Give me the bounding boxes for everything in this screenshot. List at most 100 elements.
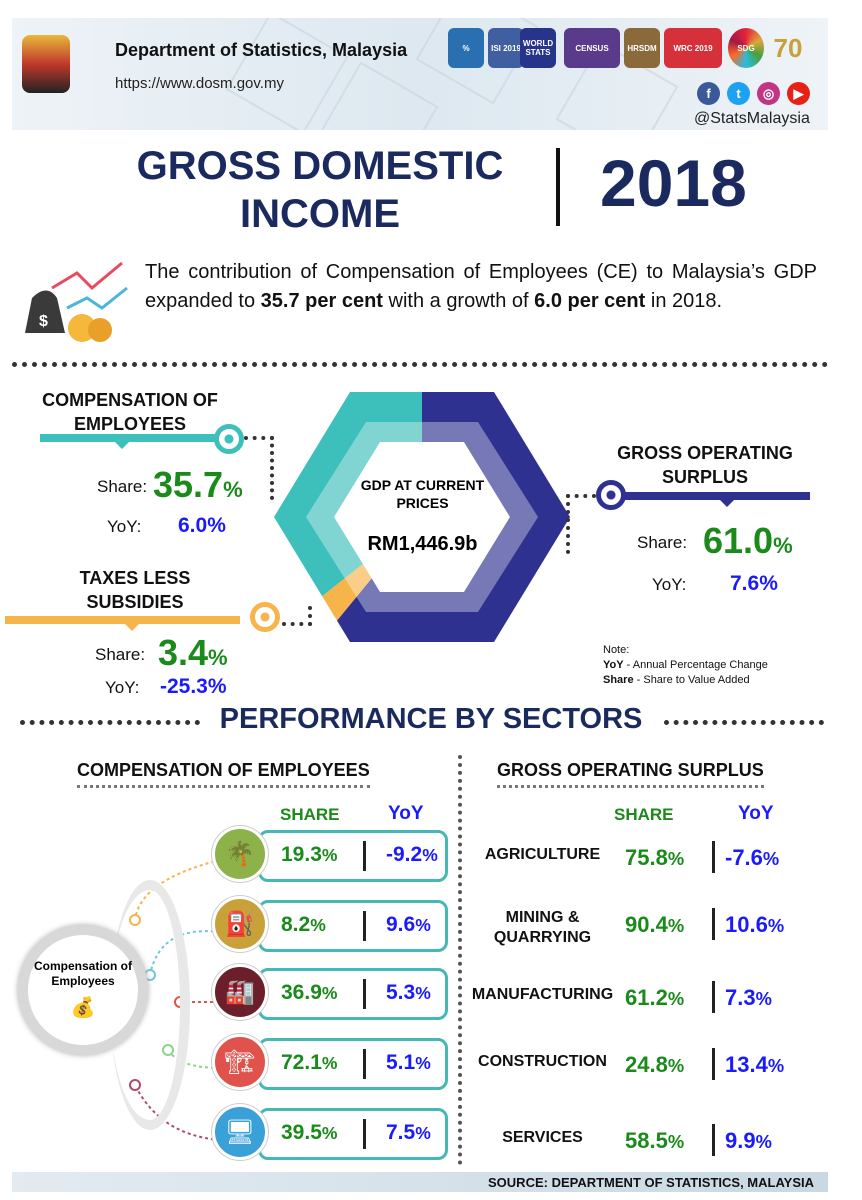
gos-share: 61.0% bbox=[703, 520, 793, 561]
malaysia-crest-logo bbox=[22, 35, 70, 93]
gos-bar bbox=[625, 492, 810, 500]
divider bbox=[12, 362, 828, 367]
tax-pointer bbox=[125, 624, 139, 638]
ce-share-label: Share: bbox=[97, 477, 148, 496]
social-handle: @StatsMalaysia bbox=[694, 110, 810, 127]
tax-label: TAXES LESS SUBSIDIES bbox=[79, 568, 191, 612]
ce-pointer bbox=[115, 442, 129, 456]
gos-yoy-value: 9.9% bbox=[725, 1128, 772, 1153]
facebook-icon[interactable]: f bbox=[697, 82, 720, 105]
ce-connector bbox=[244, 436, 274, 500]
divider bbox=[664, 720, 824, 725]
ce-sector-row: 39.5% 7.5% bbox=[258, 1108, 448, 1160]
gos-share-label: Share: bbox=[637, 533, 688, 552]
ce-yoy: 6.0% bbox=[178, 514, 226, 537]
gos-share-value: 75.8% bbox=[625, 845, 685, 870]
ce-label: COMPENSATION OF EMPLOYEES bbox=[42, 390, 218, 434]
department-name: Department of Statistics, Malaysia bbox=[115, 40, 408, 60]
ce-bar bbox=[40, 434, 220, 442]
row-separator bbox=[712, 981, 715, 1013]
gos-share-value: 90.4% bbox=[625, 912, 685, 937]
row-separator bbox=[363, 841, 366, 871]
row-separator bbox=[363, 1119, 366, 1149]
yoy-column-header: YoY bbox=[388, 803, 424, 824]
gos-yoy: 7.6% bbox=[730, 572, 778, 595]
note: Note: YoY - Annual Percentage Change Sha… bbox=[603, 644, 768, 686]
tax-share-label: Share: bbox=[95, 645, 146, 664]
ce-yoy-value: 5.3% bbox=[386, 981, 431, 1004]
gos-yoy-value: -7.6% bbox=[725, 845, 780, 870]
money-hand-icon: 💰 bbox=[70, 997, 96, 1019]
ce-share-value: 19.3% bbox=[281, 843, 338, 866]
ce-yoy-label: YoY: bbox=[107, 517, 142, 536]
divider bbox=[20, 720, 200, 725]
event-logo: WRC 2019 bbox=[664, 28, 722, 68]
gos-pointer bbox=[720, 500, 734, 514]
gos-share-value: 61.2% bbox=[625, 985, 685, 1010]
gos-share-value: 24.8% bbox=[625, 1052, 685, 1077]
tax-yoy: -25.3% bbox=[160, 675, 227, 698]
gdp-hexagon-chart bbox=[274, 392, 570, 642]
row-separator bbox=[363, 911, 366, 941]
70-years-logo: 70 bbox=[773, 32, 803, 63]
tax-target-icon bbox=[250, 602, 280, 632]
gdp-value: RM1,446.9b bbox=[367, 533, 478, 555]
gos-sector-name: SERVICES bbox=[502, 1129, 583, 1146]
ce-yoy-value: 5.1% bbox=[386, 1051, 431, 1074]
gdp-label: GDP AT CURRENT PRICES bbox=[360, 477, 485, 511]
row-separator bbox=[712, 1124, 715, 1156]
tax-yoy-label: YoY: bbox=[105, 678, 140, 697]
youtube-icon[interactable]: ▶ bbox=[787, 82, 810, 105]
gos-yoy-value: 7.3% bbox=[725, 985, 772, 1010]
agriculture-icon: 🌴 bbox=[212, 826, 268, 882]
gos-share-value: 58.5% bbox=[625, 1128, 685, 1153]
row-separator bbox=[712, 908, 715, 940]
source-footer: SOURCE: DEPARTMENT OF STATISTICS, MALAYS… bbox=[12, 1172, 828, 1192]
arc-band bbox=[110, 880, 190, 1130]
gos-target-icon bbox=[596, 480, 626, 510]
yoy-column-header: YoY bbox=[738, 803, 774, 824]
ce-center-label: Compensation of Employees bbox=[34, 959, 132, 988]
event-logo: ISI 2019 bbox=[488, 28, 524, 68]
services-icon: 🖥 bbox=[212, 1104, 268, 1160]
row-separator bbox=[712, 1048, 715, 1080]
ce-target-icon bbox=[214, 424, 244, 454]
intro-text: The contribution of Compensation of Empl… bbox=[145, 261, 817, 312]
event-logo: HRSDM bbox=[624, 28, 660, 68]
share-column-header: SHARE bbox=[614, 805, 674, 824]
tax-bar bbox=[5, 616, 240, 624]
vertical-divider bbox=[458, 755, 462, 1165]
event-logo: CENSUS bbox=[564, 28, 620, 68]
ce-yoy-value: 9.6% bbox=[386, 913, 431, 936]
ce-share: 35.7% bbox=[153, 464, 243, 505]
ce-sector-row: 8.2% 9.6% bbox=[258, 900, 448, 952]
gos-sector-name: CONSTRUCTION bbox=[478, 1053, 607, 1070]
row-separator bbox=[712, 841, 715, 873]
ce-yoy-value: 7.5% bbox=[386, 1121, 431, 1144]
year: 2018 bbox=[600, 146, 747, 220]
instagram-icon[interactable]: ◎ bbox=[757, 82, 780, 105]
svg-text:$: $ bbox=[39, 313, 48, 330]
ce-sector-row: 36.9% 5.3% bbox=[258, 968, 448, 1020]
performance-title: PERFORMANCE BY SECTORS bbox=[219, 703, 643, 735]
event-logo: % bbox=[448, 28, 484, 68]
ce-share-value: 39.5% bbox=[281, 1121, 338, 1144]
gos-sector-name: MINING & QUARRYING bbox=[493, 909, 592, 946]
gos-label: GROSS OPERATING SURPLUS bbox=[617, 443, 793, 487]
website-link[interactable]: https://www.dosm.gov.my bbox=[115, 75, 284, 92]
gos-yoy-value: 10.6% bbox=[725, 912, 785, 937]
gos-connector bbox=[566, 494, 596, 554]
ce-sector-row: 72.1% 5.1% bbox=[258, 1038, 448, 1090]
money-growth-icon: $ bbox=[25, 261, 128, 342]
title-divider bbox=[556, 148, 560, 226]
gos-sector-name: MANUFACTURING bbox=[471, 986, 614, 1003]
share-column-header: SHARE bbox=[280, 805, 340, 824]
twitter-icon[interactable]: t bbox=[727, 82, 750, 105]
ce-center-circle: Compensation of Employees 💰 bbox=[18, 925, 148, 1055]
construction-icon: 🏗 bbox=[212, 1034, 268, 1090]
ce-share-value: 36.9% bbox=[281, 981, 338, 1004]
gos-yoy-value: 13.4% bbox=[725, 1052, 785, 1077]
manufacturing-icon: 🏭 bbox=[212, 964, 268, 1020]
tax-connector bbox=[282, 606, 312, 626]
ce-sector-heading: COMPENSATION OF EMPLOYEES bbox=[77, 760, 370, 788]
